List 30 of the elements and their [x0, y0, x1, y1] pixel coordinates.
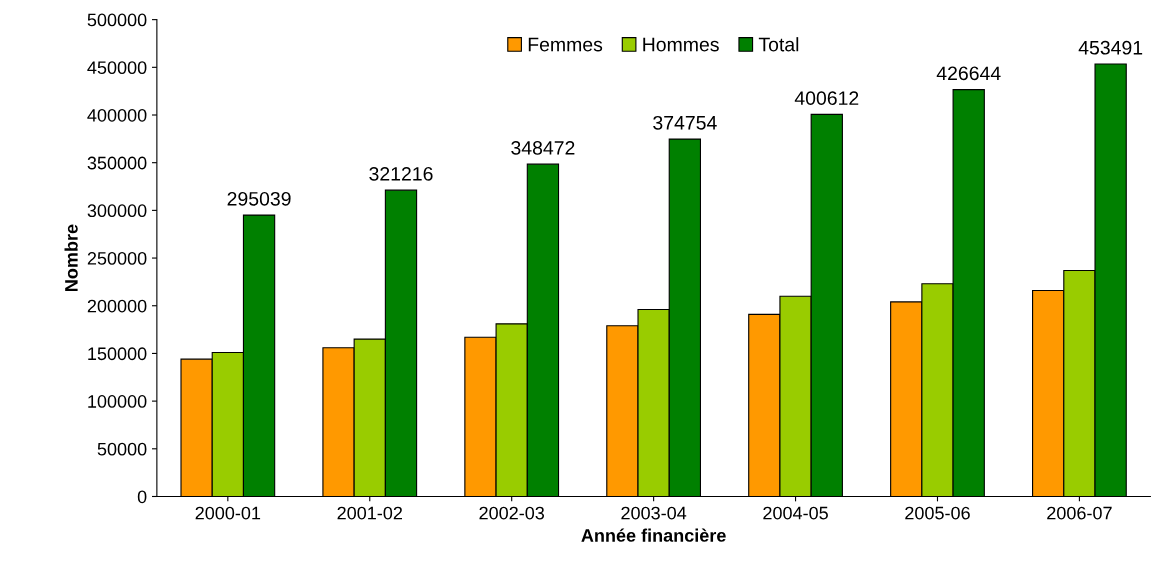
y-axis-title: Nombre [64, 224, 78, 291]
x-tick-label: 2006-07 [1047, 506, 1112, 520]
data-label: 453491 [1078, 40, 1143, 55]
y-tick-label: 0 [137, 490, 147, 504]
y-tick-label: 400000 [87, 108, 147, 122]
x-tick-label: 2001-02 [337, 506, 402, 520]
data-label: 348472 [511, 140, 575, 155]
y-tick-label: 250000 [87, 251, 147, 265]
data-label: 426644 [936, 66, 1001, 81]
y-tick-label: 350000 [87, 156, 147, 170]
y-tick-label: 100000 [88, 395, 147, 408]
x-axis-title: Année financière [581, 528, 726, 542]
data-label: 295039 [227, 191, 291, 206]
x-tick-label: 2002-03 [479, 506, 545, 520]
y-tick-label: 150000 [88, 347, 147, 361]
y-tick-label: 500000 [87, 13, 147, 27]
y-tick-label: 450000 [87, 61, 147, 75]
x-tick-label: 2000-01 [195, 506, 261, 520]
data-label: 400612 [794, 91, 859, 106]
data-label: 321216 [369, 166, 433, 181]
data-label: 374754 [653, 115, 717, 130]
y-tick-label: 200000 [87, 299, 147, 313]
legend-label: Total [758, 37, 799, 52]
x-tick-label: 2004-05 [763, 506, 828, 520]
legend-label: Hommes [643, 37, 719, 52]
y-tick-label: 50000 [97, 442, 147, 456]
x-tick-label: 2003-04 [621, 506, 687, 520]
x-tick-label: 2005-06 [905, 506, 970, 520]
y-tick-label: 300000 [87, 204, 147, 218]
legend-label: Femmes [528, 37, 603, 52]
